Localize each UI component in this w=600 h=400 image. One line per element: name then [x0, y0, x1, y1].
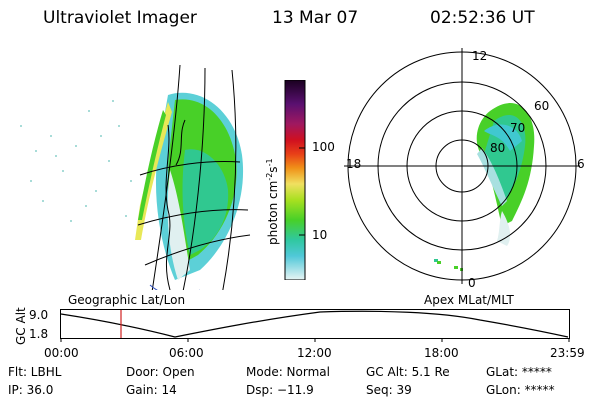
altitude-timeline-plot	[60, 309, 570, 342]
x-tick-4: 23:59	[550, 346, 585, 360]
mode-info: Mode: Normal	[246, 365, 330, 379]
geographic-title: Geographic Lat/Lon	[68, 293, 186, 307]
apex-title: Apex MLat/MLT	[424, 293, 514, 307]
x-tick-0: 00:00	[44, 346, 79, 360]
gc-alt-axis-label: GC Alt	[14, 307, 28, 345]
colorbar-tick-10: 10	[312, 228, 328, 242]
mlt-label-12: 12	[472, 49, 488, 63]
time-label: 02:52:36 UT	[430, 8, 535, 28]
y-max-label: 9.0	[29, 308, 49, 322]
mlt-label-0: 0	[468, 276, 476, 290]
x-tick-1: 06:00	[169, 346, 204, 360]
seq-info: Seq: 39	[366, 383, 412, 397]
glon-info: GLon: *****	[486, 383, 555, 397]
colorbar-tick-100: 100	[312, 140, 335, 154]
color-scale-bar	[284, 80, 306, 280]
gc-alt-info: GC Alt: 5.1 Re	[366, 365, 450, 379]
x-tick-2: 12:00	[297, 346, 332, 360]
glat-info: GLat: *****	[486, 365, 552, 379]
gain-info: Gain: 14	[126, 383, 177, 397]
colorbar-unit-label: photon cm-2s-1	[265, 158, 280, 245]
door-info: Door: Open	[126, 365, 195, 379]
lat-label-80: 80	[490, 141, 506, 155]
mlt-label-6: 6	[577, 157, 585, 171]
mlt-label-18: 18	[346, 157, 362, 171]
x-tick-3: 18:00	[424, 346, 459, 360]
filter-info: Flt: LBHL	[8, 365, 62, 379]
polar-mlt-plot	[344, 48, 580, 284]
lat-label-60: 60	[534, 99, 550, 113]
geographic-aurora-image	[20, 64, 251, 290]
instrument-title: Ultraviolet Imager	[43, 8, 197, 28]
y-min-label: 1.8	[29, 327, 49, 341]
lat-label-70: 70	[510, 121, 526, 135]
ip-info: IP: 36.0	[8, 383, 54, 397]
dsp-info: Dsp: −11.9	[246, 383, 314, 397]
date-label: 13 Mar 07	[272, 8, 359, 28]
